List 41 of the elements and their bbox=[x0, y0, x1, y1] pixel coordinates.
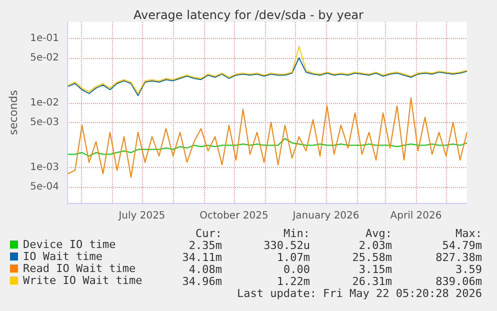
text: 34.11m bbox=[182, 251, 222, 264]
text: Max: bbox=[456, 227, 482, 240]
y-tick-label: 5e-02 bbox=[30, 52, 59, 64]
text: 1.22m bbox=[276, 275, 310, 288]
text: Avg: bbox=[366, 227, 392, 240]
line-series bbox=[68, 138, 468, 157]
x-tick-label: October 2025 bbox=[200, 210, 268, 222]
y-tick-label: 1e-02 bbox=[30, 97, 59, 108]
text: Last update: Fri May 22 05:20:28 2026 bbox=[236, 287, 482, 300]
y-tick-label: 1e-01 bbox=[30, 32, 59, 44]
text: 4.08m bbox=[188, 263, 222, 276]
legend-label: IO Wait time bbox=[23, 250, 102, 263]
line-series bbox=[68, 57, 468, 96]
y-tick-label: 1e-03 bbox=[30, 162, 59, 173]
x-tick-label: April 2026 bbox=[390, 210, 442, 222]
text: 54.79m bbox=[442, 239, 482, 252]
text: 2.35m bbox=[188, 239, 222, 252]
text: Min: bbox=[284, 227, 310, 240]
text: 2.03m bbox=[358, 239, 392, 252]
legend-label: Read IO Wait time bbox=[23, 262, 136, 275]
chart-title: Average latency for /dev/sda - by year bbox=[134, 8, 364, 22]
text: 3.15m bbox=[358, 263, 392, 276]
text: 839.06m bbox=[436, 275, 482, 288]
text: 0.00 bbox=[284, 263, 310, 276]
text: Cur: bbox=[196, 227, 222, 240]
legend-label: Device IO time bbox=[23, 238, 116, 251]
text: 827.38m bbox=[436, 251, 482, 264]
y-tick-label: 5e-03 bbox=[30, 116, 59, 128]
text: 25.58m bbox=[352, 251, 392, 264]
y-tick-label: 5e-04 bbox=[30, 181, 59, 192]
legend-label: Write IO Wait time bbox=[23, 274, 142, 287]
text: 1.07m bbox=[276, 251, 310, 264]
text: 34.96m bbox=[182, 275, 222, 288]
x-tick-label: July 2025 bbox=[118, 210, 166, 222]
text: 3.59 bbox=[456, 263, 482, 276]
x-tick-label: January 2026 bbox=[292, 210, 360, 222]
y-axis-title: seconds bbox=[7, 90, 20, 135]
line-series bbox=[68, 97, 468, 178]
text: 330.52u bbox=[264, 239, 310, 252]
text: 26.31m bbox=[352, 275, 392, 288]
line-series bbox=[68, 46, 468, 94]
